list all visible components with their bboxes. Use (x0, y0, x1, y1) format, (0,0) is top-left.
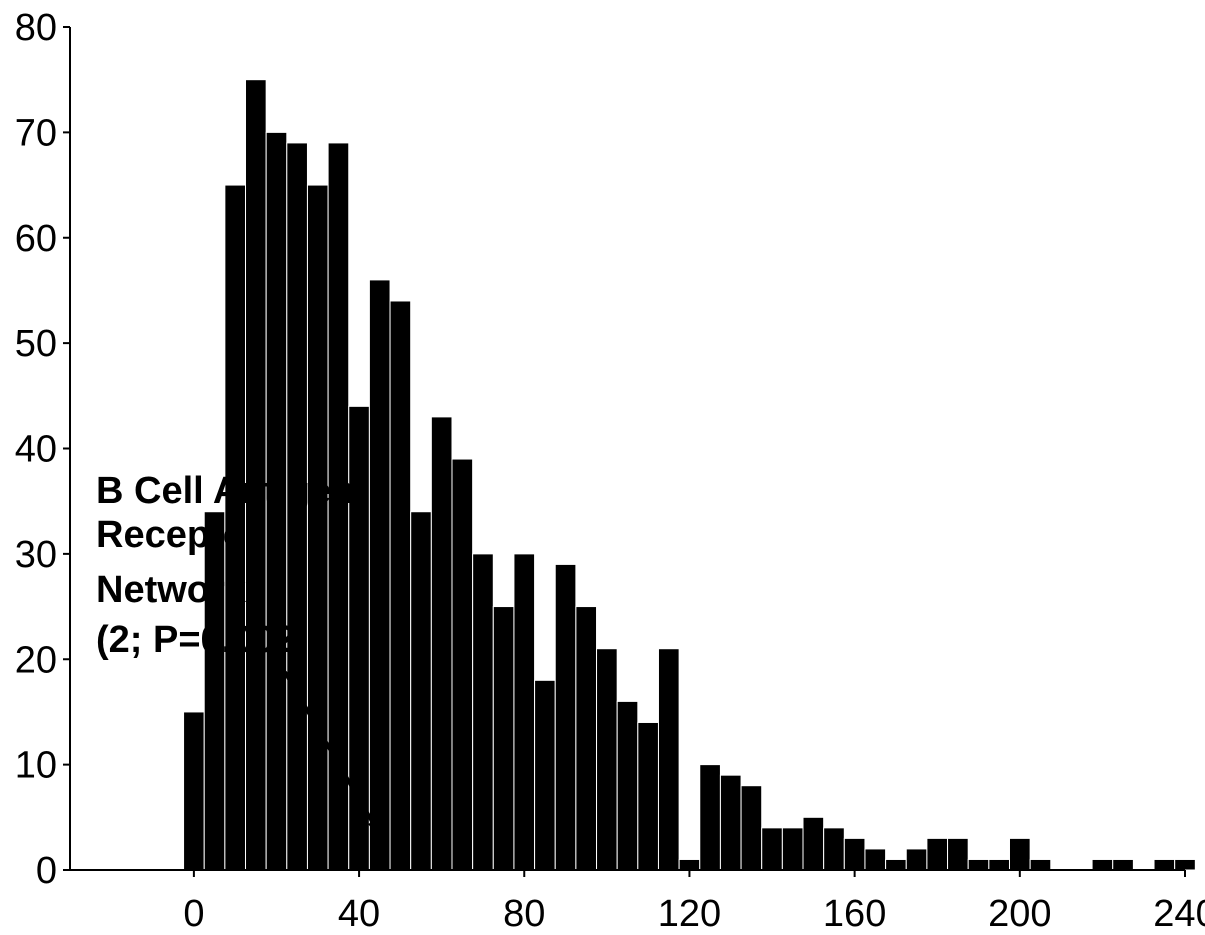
annotation-group: B Cell Antigen Receptor Network (2; P=0.… (96, 470, 386, 845)
histogram-bar (513, 553, 536, 871)
annotation-line-2: Receptor (96, 514, 261, 556)
histogram-bar (1174, 858, 1196, 871)
annotation-line-3: Network (96, 569, 247, 611)
histogram-bar (1153, 858, 1176, 871)
histogram-bar (596, 648, 618, 871)
histogram-bar (472, 553, 494, 871)
histogram-bar (699, 764, 721, 871)
y-tick-label: 0 (36, 850, 57, 892)
x-ticks-group: 0 40 80 120 160 200 240 (183, 870, 1205, 935)
y-tick-label: 20 (15, 639, 57, 681)
y-tick-label: 50 (15, 323, 57, 365)
y-tick-label: 10 (15, 745, 57, 787)
histogram-bar (1091, 858, 1114, 871)
histogram-bar (823, 827, 845, 871)
histogram-bar (905, 848, 928, 871)
bars-group (183, 79, 1196, 871)
histogram-bar (781, 827, 804, 871)
histogram-bar (657, 648, 680, 871)
x-tick-label: 0 (183, 893, 204, 935)
histogram-bar (761, 827, 783, 871)
histogram-bar (802, 816, 825, 871)
x-tick-label: 120 (658, 893, 721, 935)
histogram-bar (967, 858, 990, 871)
histogram-bar (554, 563, 577, 871)
histogram-bar (534, 679, 556, 871)
y-tick-label: 70 (15, 112, 57, 154)
annotation-line-4: (2; P=0.002) (96, 619, 308, 661)
y-tick-label: 40 (15, 429, 57, 471)
histogram-bar (1008, 837, 1031, 871)
histogram-bar (719, 774, 742, 871)
annotation-line-1: B Cell Antigen (96, 470, 354, 512)
x-tick-label: 40 (338, 893, 380, 935)
histogram-bar (368, 279, 391, 871)
histogram-bar (678, 858, 701, 871)
histogram-bar (183, 711, 205, 871)
x-tick-label: 80 (503, 893, 545, 935)
y-ticks-group: 0 10 20 30 40 50 60 70 80 (15, 7, 70, 892)
histogram-bar (740, 785, 763, 871)
histogram-bar (926, 837, 949, 871)
histogram-bar (616, 700, 639, 871)
histogram-bar (451, 458, 474, 871)
histogram-bar (306, 184, 329, 871)
y-tick-label: 80 (15, 7, 57, 49)
annotation-arrow-shaft (283, 670, 382, 837)
x-tick-label: 200 (988, 893, 1051, 935)
histogram-bar (947, 837, 969, 871)
histogram-bar (1029, 858, 1052, 871)
y-tick-label: 60 (15, 218, 57, 260)
x-tick-label: 240 (1153, 893, 1205, 935)
histogram-bar (843, 837, 866, 871)
annotation-arrow-head (368, 816, 386, 845)
y-tick-label: 30 (15, 534, 57, 576)
histogram-bar (203, 511, 226, 871)
histogram-bar (492, 606, 515, 871)
histogram-bar (389, 300, 412, 871)
histogram-bar (410, 511, 432, 871)
histogram-bar (575, 606, 598, 871)
histogram-bar (1112, 858, 1134, 871)
histogram-bar (637, 721, 659, 871)
histogram-bar (885, 858, 907, 871)
histogram-bar (864, 848, 887, 871)
histogram-bar (430, 416, 453, 871)
histogram-bar (988, 858, 1010, 871)
x-tick-label: 160 (823, 893, 886, 935)
